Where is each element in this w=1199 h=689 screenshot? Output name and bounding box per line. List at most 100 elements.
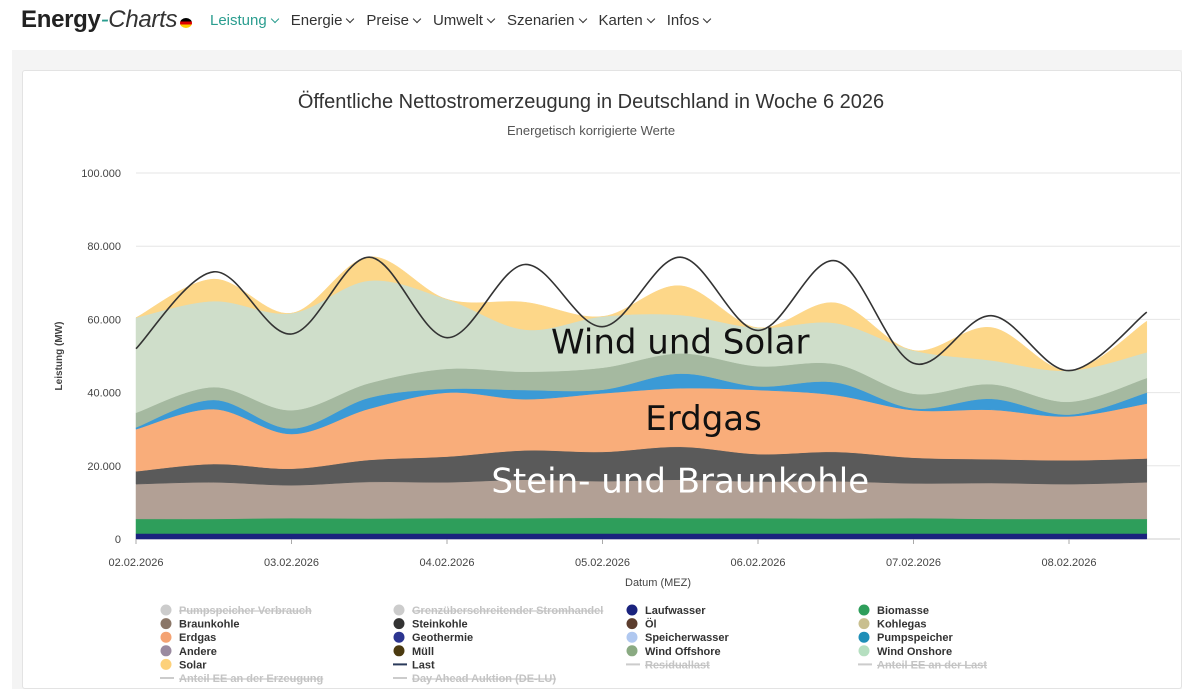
- legend-marker: [393, 631, 405, 643]
- legend-marker: [160, 658, 172, 670]
- menu-item-label: Energie: [290, 12, 343, 29]
- legend-label: Geothermie: [412, 632, 473, 644]
- legend-label: Braunkohle: [179, 619, 240, 631]
- legend-label: Last: [412, 659, 435, 671]
- y-tick-label: 80.000: [87, 241, 121, 253]
- legend-item[interactable]: Anteil EE an der Last: [858, 659, 987, 671]
- legend-item[interactable]: Pumpspeicher Verbrauch: [160, 604, 312, 618]
- brand-dash: -: [100, 6, 109, 33]
- legend-item[interactable]: Andere: [160, 645, 217, 658]
- legend-item[interactable]: Öl: [626, 618, 657, 631]
- legend-item[interactable]: Wind Onshore: [858, 645, 953, 658]
- y-tick-label: 100.000: [81, 168, 121, 180]
- legend-item[interactable]: Wind Offshore: [626, 645, 721, 658]
- site-logo[interactable]: Energy-Charts: [21, 6, 193, 34]
- x-axis-ticks: 02.02.2026 03.02.2026 04.02.2026 05.02.2026…: [108, 539, 1097, 569]
- legend-item[interactable]: Pumpspeicher: [858, 631, 954, 645]
- chart-legend: Pumpspeicher Verbrauch Grenzüberschreiten…: [160, 604, 987, 685]
- x-tick-label: 02.02.2026: [108, 557, 163, 569]
- legend-label: Öl: [645, 618, 657, 631]
- legend-item[interactable]: Last: [393, 659, 435, 671]
- menu-item-label: Szenarien: [506, 12, 575, 29]
- legend-marker: [626, 618, 638, 630]
- chart-annotations: Wind und Solar Erdgas Stein- und Braunkohl…: [491, 322, 869, 501]
- y-tick-label: 20.000: [87, 461, 121, 473]
- y-tick-label: 40.000: [87, 388, 121, 400]
- legend-label: Pumpspeicher: [877, 632, 954, 644]
- legend-label: Laufwasser: [645, 605, 706, 617]
- legend-item[interactable]: Day Ahead Auktion (DE-LU): [393, 673, 556, 685]
- brand-name: Energy: [21, 6, 101, 33]
- legend-item[interactable]: Müll: [393, 645, 435, 658]
- legend-item[interactable]: Solar: [160, 658, 208, 672]
- legend-marker: [858, 645, 870, 657]
- legend-label: Wind Offshore: [645, 646, 721, 658]
- legend-marker: [626, 604, 638, 616]
- legend-label: Andere: [179, 646, 217, 658]
- x-tick-label: 08.02.2026: [1041, 557, 1096, 569]
- menu-item-karten[interactable]: Karten: [599, 12, 655, 29]
- brand-charts: Charts: [108, 6, 178, 33]
- legend-item[interactable]: Geothermie: [393, 631, 474, 645]
- legend-label: Residuallast: [645, 659, 710, 671]
- legend-label: Speicherwasser: [645, 632, 729, 644]
- annotation-label: Wind und Solar: [551, 322, 809, 362]
- legend-marker: [160, 645, 172, 657]
- menu-item-label: Preise: [366, 12, 409, 29]
- legend-item[interactable]: Steinkohle: [393, 618, 468, 631]
- legend-marker: [393, 618, 405, 630]
- x-tick-label: 05.02.2026: [575, 557, 630, 569]
- legend-label: Biomasse: [877, 605, 929, 617]
- legend-marker: [626, 631, 638, 643]
- legend-item[interactable]: Anteil EE an der Erzeugung: [160, 673, 323, 685]
- area-laufwasser[interactable]: [135, 533, 1148, 540]
- legend-marker: [626, 645, 638, 657]
- y-axis-label: Leistung (MW): [54, 322, 65, 391]
- x-tick-label: 07.02.2026: [886, 557, 941, 569]
- menu-item-preise[interactable]: Preise: [366, 12, 422, 29]
- legend-item[interactable]: Biomasse: [858, 604, 929, 618]
- y-axis-ticks: 0 20.000 40.000 60.000 80.000 100.000: [81, 168, 121, 546]
- legend-label: Anteil EE an der Erzeugung: [179, 673, 323, 685]
- menu-item-label: Leistung: [210, 12, 267, 29]
- legend-item[interactable]: Residuallast: [626, 659, 710, 671]
- legend-label: Müll: [412, 646, 434, 658]
- legend-marker: [858, 631, 870, 643]
- top-navigation: Energy-Charts Leistung Energie Preise Umwel…: [0, 0, 1199, 46]
- legend-label: Day Ahead Auktion (DE-LU): [412, 673, 556, 685]
- legend-item[interactable]: Speicherwasser: [626, 631, 730, 645]
- area-solar[interactable]: [135, 256, 1148, 371]
- menu-item-label: Infos: [666, 12, 700, 29]
- legend-marker: [160, 604, 172, 616]
- chart-title: Öffentliche Nettostromerzeugung in Deuts…: [298, 91, 884, 113]
- legend-item[interactable]: Braunkohle: [160, 618, 240, 631]
- legend-marker: [160, 631, 172, 643]
- main-menu: Leistung Energie Preise Umwelt Szenarien Kart…: [210, 12, 723, 29]
- legend-marker: [858, 618, 870, 630]
- x-tick-label: 06.02.2026: [730, 557, 785, 569]
- legend-label: Anteil EE an der Last: [877, 659, 987, 671]
- menu-item-leistung[interactable]: Leistung: [210, 12, 279, 29]
- legend-item[interactable]: Erdgas: [160, 631, 217, 645]
- menu-item-label: Umwelt: [432, 12, 483, 29]
- menu-item-infos[interactable]: Infos: [666, 12, 712, 29]
- annotation-label: Stein- und Braunkohle: [491, 461, 869, 501]
- legend-marker: [393, 604, 405, 616]
- legend-marker: [393, 645, 405, 657]
- legend-label: Pumpspeicher Verbrauch: [179, 605, 312, 617]
- x-tick-label: 04.02.2026: [419, 557, 474, 569]
- legend-item[interactable]: Kohlegas: [858, 618, 927, 631]
- legend-label: Wind Onshore: [877, 646, 952, 658]
- legend-label: Kohlegas: [877, 619, 927, 631]
- legend-item[interactable]: Grenzüberschreitender Stromhandel: [393, 604, 604, 618]
- menu-item-umwelt[interactable]: Umwelt: [432, 12, 496, 29]
- line-last[interactable]: [135, 256, 1148, 372]
- area-series: [135, 256, 1148, 540]
- menu-item-szenarien[interactable]: Szenarien: [506, 12, 587, 29]
- menu-item-energie[interactable]: Energie: [290, 12, 355, 29]
- chart-subtitle: Energetisch korrigierte Werte: [507, 123, 675, 138]
- area-biomasse[interactable]: [135, 517, 1148, 534]
- legend-item[interactable]: Laufwasser: [626, 604, 707, 618]
- x-tick-label: 03.02.2026: [264, 557, 319, 569]
